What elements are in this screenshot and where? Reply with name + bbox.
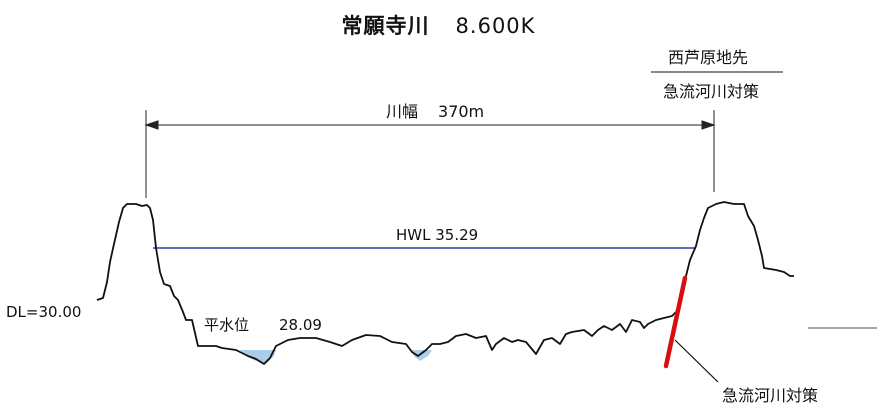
- location-label: 西芦原地先: [668, 48, 749, 67]
- river-width-label: 川幅 370m: [386, 98, 484, 122]
- river-name: 常願寺川: [341, 14, 430, 38]
- countermeasure-wall: [663, 275, 688, 369]
- river-width-name: 川幅: [386, 102, 419, 121]
- countermeasure-callout-line: [674, 339, 719, 383]
- normal-water-name: 平水位: [204, 316, 250, 334]
- normal-water-label: 平水位 28.09: [204, 314, 322, 335]
- datum-label: DL=30.00: [6, 303, 82, 321]
- arrow-right-icon: [701, 120, 716, 130]
- measure-label: 急流河川対策: [663, 82, 760, 101]
- ground-profile: [96, 201, 794, 365]
- hwl-label: HWL 35.29: [396, 226, 479, 244]
- measure-callout-label: 急流河川対策: [722, 386, 819, 405]
- arrow-left-icon: [144, 120, 159, 130]
- station-label: 8.600K: [455, 14, 536, 38]
- normal-water-value: 28.09: [279, 316, 322, 334]
- water-pool-middle: [410, 350, 432, 361]
- river-width-dimension: [144, 110, 716, 198]
- river-width-value: 370m: [438, 102, 485, 121]
- diagram-title: 常願寺川 8.600K: [0, 10, 877, 40]
